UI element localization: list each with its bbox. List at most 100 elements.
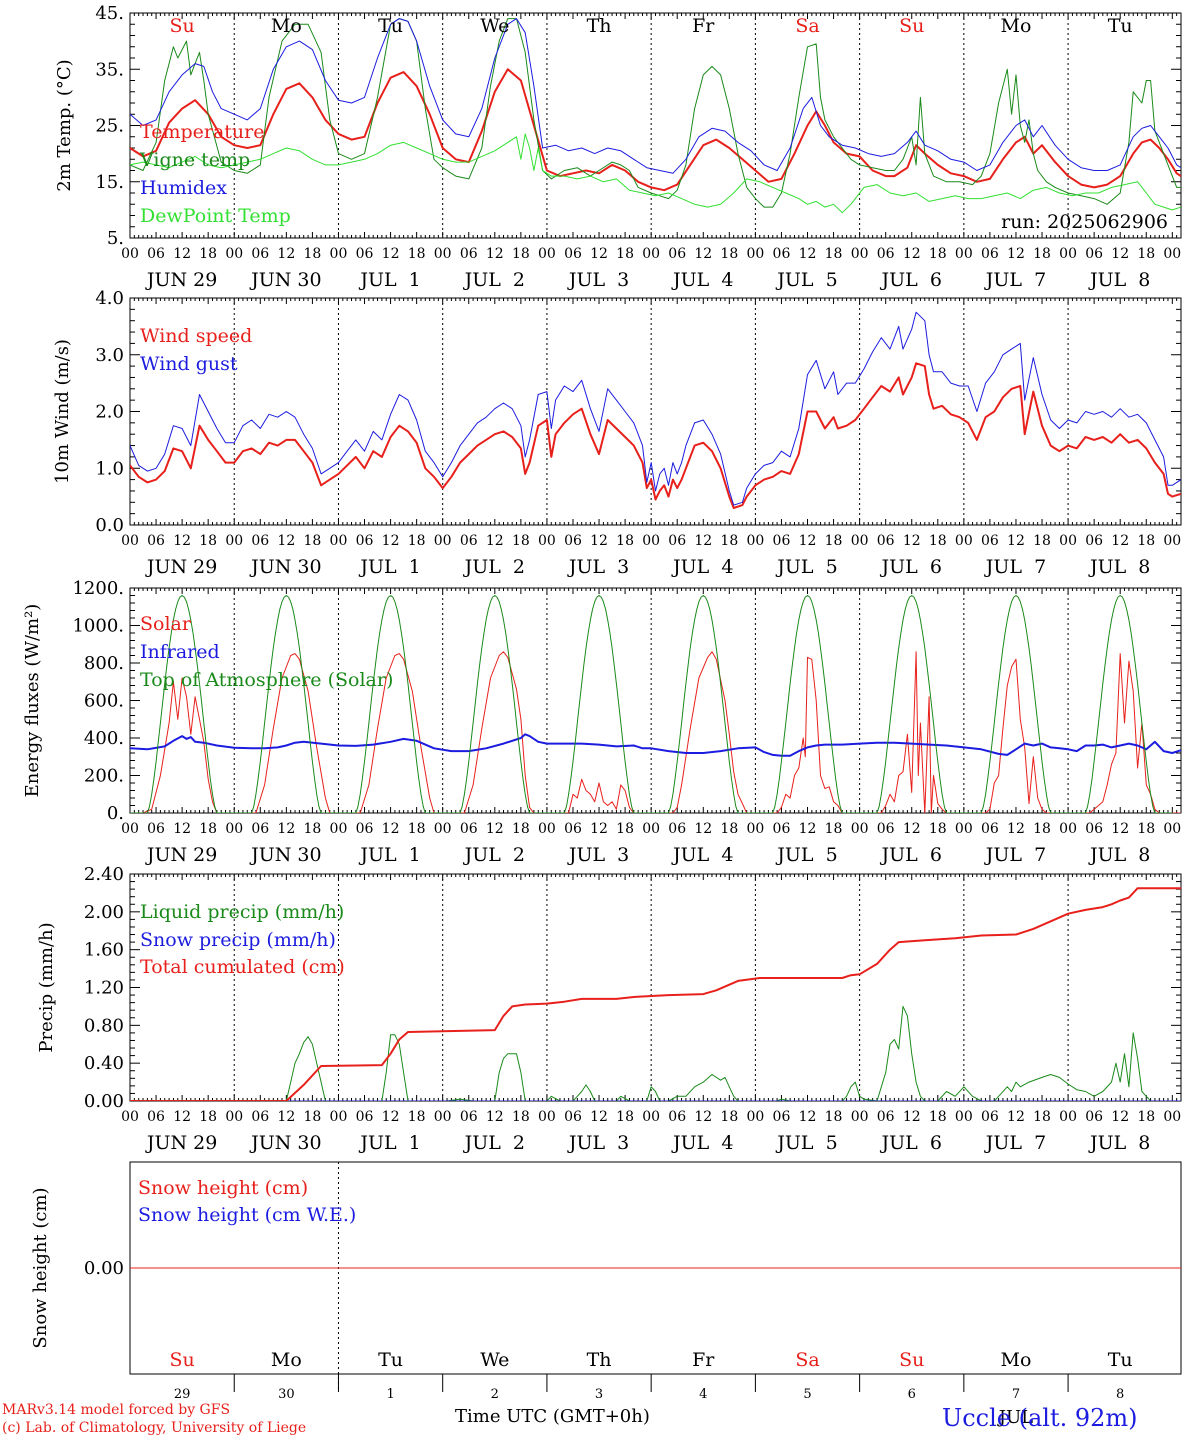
hour-tick-label: 00 [1163,533,1181,549]
hour-tick-label: 18 [616,821,634,837]
weekday-label: We [480,1349,509,1371]
hour-tick-label: 00 [851,246,869,262]
hour-tick-label: 06 [460,821,478,837]
panel-5: 0.00 Snow height (cm) Snow height (cm) Snow… [30,1161,1182,1428]
hour-tick-label: 18 [408,821,426,837]
date-label: JUL 4 [671,1132,733,1154]
hour-tick-label: 12 [173,1109,191,1125]
hour-tick-label: 18 [303,533,321,549]
hour-tick-label: 12 [694,246,712,262]
hour-tick-label: 12 [1007,246,1025,262]
hour-tick-label: 06 [668,533,686,549]
hour-tick-label: 00 [121,533,139,549]
date-label: JUL 7 [984,844,1046,866]
weekday-label: Sa [795,1349,819,1371]
y-tick-label: 25. [95,116,124,137]
hour-tick-label: 06 [773,821,791,837]
hour-tick-label: 00 [121,246,139,262]
hour-tick-label: 18 [303,1109,321,1125]
hour-tick-label: 12 [486,821,504,837]
hour-tick-label: 12 [799,533,817,549]
y-tick-label: 2.40 [84,864,124,885]
legend-entry: Snow height (cm W.E.) [138,1204,356,1226]
weekday-label: Sa [795,15,819,37]
day-number-label: 5 [803,1387,811,1402]
y-tick-label: 200. [84,766,124,787]
hour-tick-label: 12 [382,246,400,262]
date-label: JUL 4 [671,269,733,291]
hour-tick-label: 18 [616,533,634,549]
hour-tick-label: 18 [1033,533,1051,549]
date-label: JUL 6 [880,556,942,578]
hour-tick-label: 06 [773,246,791,262]
panel-2: 0.0 1.0 2.0 3.0 4.0 10m Wind (m/s) Wind speed W… [52,288,1182,578]
date-label: JUL 7 [984,1132,1046,1154]
hour-tick-label: 00 [955,533,973,549]
legend-entry: Vigne temp [139,149,250,171]
y-tick-label: 1.0 [95,458,124,479]
hour-tick-label: 00 [121,821,139,837]
date-label: JUL 3 [567,269,629,291]
hour-tick-label: 06 [356,821,374,837]
date-label: JUN 30 [249,1132,321,1154]
hour-tick-label: 18 [303,246,321,262]
hour-tick-label: 06 [147,246,165,262]
y-tick-label: 0.00 [84,1258,124,1279]
hour-tick-label: 18 [825,1109,843,1125]
hour-tick-label: 12 [173,246,191,262]
weekday-label: Su [899,1349,924,1371]
series-line-humidex [130,18,1181,174]
date-label: JUL 4 [671,844,733,866]
series-line-wind-speed [130,362,1181,509]
weekday-label: Fr [692,1349,715,1371]
hour-tick-label: 12 [486,246,504,262]
hour-tick-label: 18 [512,821,530,837]
weekday-label: Mo [1001,1349,1032,1371]
station-label: Uccle (alt. 92m) [942,1404,1138,1432]
hour-tick-label: 00 [746,821,764,837]
y-axis-label: 10m Wind (m/s) [52,339,73,484]
date-label: JUL 8 [1088,269,1150,291]
date-label: JUL 1 [358,269,420,291]
weekday-label: Tu [378,1349,403,1371]
legend-entry: Infrared [140,641,220,663]
hour-tick-label: 12 [903,821,921,837]
date-label: JUL 2 [463,1132,525,1154]
series-line-dewpoint-temp [130,133,1181,214]
weekday-label: Fr [692,15,715,37]
y-tick-label: 800. [84,653,124,674]
hour-tick-label: 00 [642,533,660,549]
hour-tick-label: 06 [981,246,999,262]
hour-tick-label: 00 [746,533,764,549]
hour-tick-label: 06 [877,821,895,837]
hour-tick-label: 18 [720,1109,738,1125]
hour-tick-label: 00 [121,1109,139,1125]
y-tick-label: 0. [107,803,124,824]
date-label: JUL 1 [358,844,420,866]
legend-entry: Snow precip (mm/h) [140,929,336,951]
hour-tick-label: 18 [616,1109,634,1125]
legend-entry: Top of Atmosphere (Solar) [140,669,393,691]
hour-tick-label: 12 [1007,533,1025,549]
x-axis-title: Time UTC (GMT+0h) [455,1406,650,1427]
hour-tick-label: 00 [1163,1109,1181,1125]
hour-tick-label: 00 [1059,246,1077,262]
hour-tick-label: 06 [1085,533,1103,549]
date-label: JUL 5 [775,556,837,578]
weekday-label: Mo [271,1349,302,1371]
series-line-vigne-temp [130,18,1181,208]
hour-tick-label: 00 [746,246,764,262]
hour-tick-label: 00 [851,1109,869,1125]
hour-tick-label: 12 [1007,1109,1025,1125]
hour-tick-label: 18 [929,821,947,837]
hour-tick-label: 18 [1137,821,1155,837]
hour-tick-label: 06 [564,821,582,837]
legend-entry: Total cumulated (cm) [140,956,345,978]
series-line-solar [130,651,1181,813]
legend-entry: Temperature [140,121,264,143]
series-line-wind-gust [130,311,1181,506]
date-label: JUL 7 [984,556,1046,578]
legend-entry: Wind speed [140,325,252,347]
hour-tick-label: 12 [486,533,504,549]
